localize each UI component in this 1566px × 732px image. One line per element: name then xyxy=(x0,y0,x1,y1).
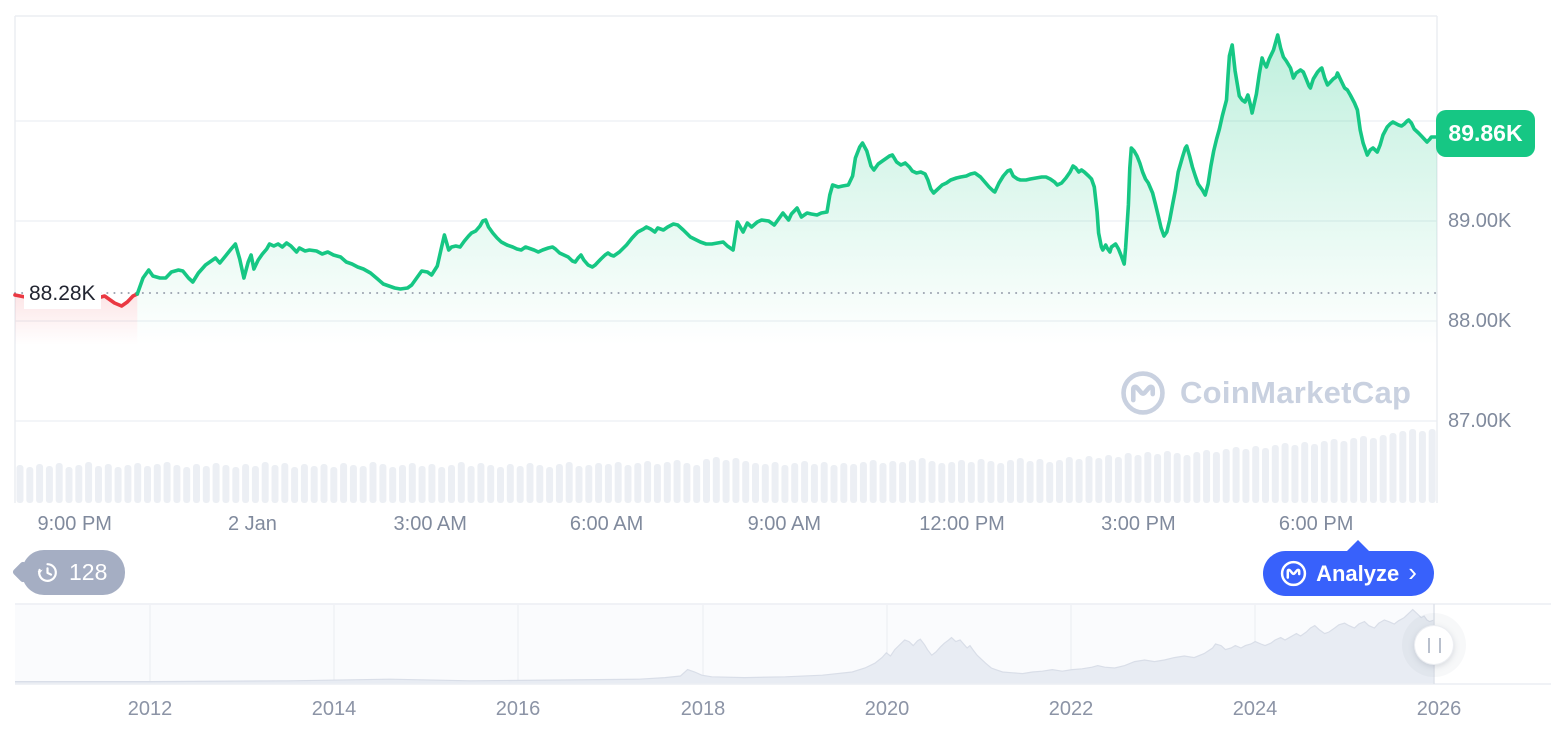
navigator-resize-handle[interactable] xyxy=(1415,626,1453,664)
navigator-year-label: 2024 xyxy=(1232,698,1278,720)
y-axis-label: 89.00K xyxy=(1448,210,1512,232)
coinmarketcap-logo-icon xyxy=(1280,560,1307,587)
navigator-year-label: 2012 xyxy=(127,698,173,720)
current-price-badge: 89.86K xyxy=(1436,110,1535,157)
main-price-chart[interactable] xyxy=(0,0,1566,604)
chevron-right-icon: › xyxy=(1408,556,1417,587)
coinmarketcap-watermark: CoinMarketCap xyxy=(1120,370,1411,416)
history-count-badge[interactable]: 128 xyxy=(22,550,126,595)
x-axis-label: 3:00 PM xyxy=(1101,513,1176,535)
y-axis-label: 87.00K xyxy=(1448,410,1512,432)
x-axis-label: 6:00 PM xyxy=(1278,513,1354,535)
navigator-year-label: 2018 xyxy=(680,698,726,720)
y-axis-label: 88.00K xyxy=(1448,310,1512,332)
coinmarketcap-logo-icon xyxy=(1121,371,1165,415)
history-count: 128 xyxy=(69,559,108,585)
analyze-button[interactable]: Analyze › xyxy=(1263,540,1434,596)
analyze-label: Analyze xyxy=(1316,560,1400,586)
drag-grip-icon xyxy=(1427,637,1441,653)
navigator-year-label: 2014 xyxy=(311,698,357,720)
x-axis-label: 2 Jan xyxy=(228,513,277,535)
history-clock-icon xyxy=(37,563,57,582)
x-axis-label: 9:00 PM xyxy=(37,513,112,535)
x-axis-label: 6:00 AM xyxy=(569,513,644,535)
navigator-year-label: 2022 xyxy=(1048,698,1094,720)
navigator-year-label: 2020 xyxy=(864,698,910,720)
navigator-year-label: 2016 xyxy=(495,698,541,720)
navigator-year-label: 2026 xyxy=(1416,698,1462,720)
x-axis-label: 3:00 AM xyxy=(393,513,467,535)
x-axis-label: 12:00 PM xyxy=(919,513,1005,535)
x-axis-label: 9:00 AM xyxy=(747,513,821,535)
watermark-text: CoinMarketCap xyxy=(1180,375,1412,410)
previous-close-label: 88.28K xyxy=(24,279,101,309)
